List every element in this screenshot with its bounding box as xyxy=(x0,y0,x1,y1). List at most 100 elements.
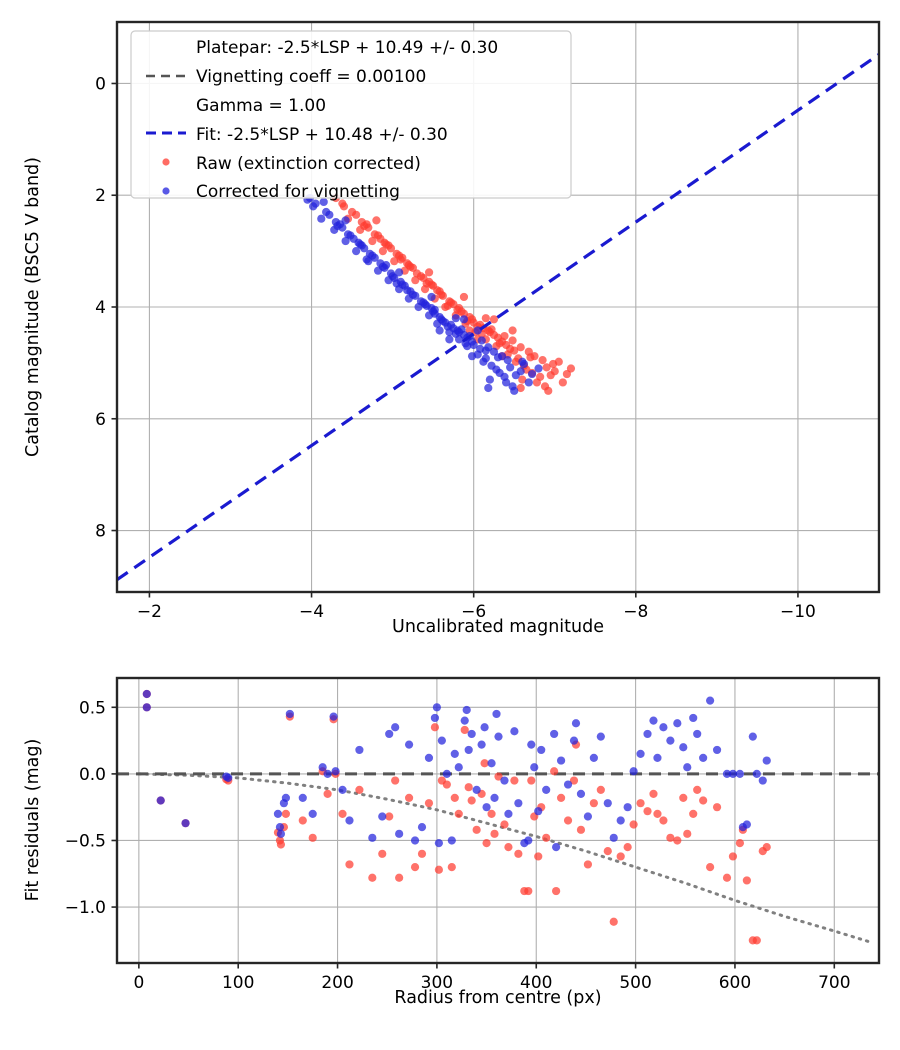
scatter-point xyxy=(273,809,283,818)
scatter-point xyxy=(388,272,397,281)
scatter-point xyxy=(492,709,501,719)
scatter-point xyxy=(447,863,456,872)
scatter-point xyxy=(437,736,446,745)
scatter-point xyxy=(460,725,469,735)
scatter-point xyxy=(424,268,434,277)
scatter-point xyxy=(319,197,328,207)
scatter-point xyxy=(345,816,354,825)
scatter-point xyxy=(360,221,369,231)
scatter-point xyxy=(752,769,761,778)
scatter-point xyxy=(699,796,708,805)
scatter-point xyxy=(699,753,708,763)
scatter-point xyxy=(395,829,404,838)
scatter-point xyxy=(502,378,511,387)
scatter-point xyxy=(596,785,605,794)
scatter-point xyxy=(453,305,462,314)
scatter-point xyxy=(487,759,496,768)
scatter-point xyxy=(735,769,745,778)
scatter-point xyxy=(623,843,632,852)
scatter-point xyxy=(576,825,586,834)
scatter-point xyxy=(566,364,576,373)
scatter-point xyxy=(417,849,427,858)
scatter-point xyxy=(623,803,632,812)
xtick-label: 0 xyxy=(133,973,144,993)
legend-item-corrected: Corrected for vignetting xyxy=(162,182,400,202)
scatter-point xyxy=(616,852,625,861)
scatter-point xyxy=(706,863,715,872)
scatter-point xyxy=(490,793,499,802)
scatter-point xyxy=(679,793,688,802)
scatter-point xyxy=(329,712,338,721)
scatter-point xyxy=(511,357,520,366)
scatter-point xyxy=(653,753,662,763)
scatter-point xyxy=(673,836,682,845)
scatter-point xyxy=(494,772,503,781)
scatter-point xyxy=(649,789,658,798)
scatter-point xyxy=(403,286,412,295)
scatter-point xyxy=(516,343,525,352)
scatter-point xyxy=(276,829,286,838)
scatter-point xyxy=(550,767,559,776)
bottom-panel-frame xyxy=(115,676,881,965)
xtick-label: −4 xyxy=(299,602,324,622)
scatter-point xyxy=(493,353,503,362)
ytick-label: 0 xyxy=(95,74,106,94)
ytick-label: 0.5 xyxy=(79,698,106,718)
scatter-point xyxy=(752,936,761,945)
scatter-point xyxy=(527,740,536,749)
scatter-point xyxy=(378,247,387,256)
scatter-point xyxy=(450,749,459,759)
scatter-point xyxy=(422,279,431,288)
scatter-point xyxy=(434,865,443,874)
scatter-point xyxy=(576,789,586,798)
scatter-point xyxy=(489,315,499,324)
scatter-point xyxy=(589,799,598,808)
scatter-point xyxy=(368,833,377,842)
scatter-point xyxy=(480,759,489,768)
scatter-point xyxy=(534,807,543,816)
scatter-point xyxy=(609,917,618,926)
scatter-point xyxy=(508,336,517,345)
legend-item-platepar: Platepar: -2.5*LSP + 10.49 +/- 0.30 xyxy=(196,38,498,58)
scatter-point xyxy=(589,753,598,763)
scatter-point xyxy=(345,860,354,869)
scatter-point xyxy=(451,314,460,323)
scatter-point xyxy=(728,852,738,861)
ytick-label: 0.0 xyxy=(79,765,106,785)
scatter-point xyxy=(712,745,722,755)
xtick-label: 500 xyxy=(619,973,651,993)
scatter-point xyxy=(550,729,559,739)
scatter-point xyxy=(308,833,317,842)
scatter-point xyxy=(390,257,399,266)
scatter-point xyxy=(434,839,443,848)
scatter-point xyxy=(404,260,413,270)
legend-item-gamma: Gamma = 1.00 xyxy=(196,96,326,116)
scatter-point xyxy=(142,689,151,699)
scatter-point xyxy=(298,816,307,825)
scatter-point xyxy=(424,753,434,763)
scatter-point xyxy=(500,820,509,829)
scatter-point xyxy=(542,833,551,842)
scatter-point xyxy=(487,809,496,818)
scatter-point xyxy=(712,803,722,812)
scatter-point xyxy=(459,292,469,302)
scatter-point xyxy=(636,799,645,808)
scatter-point xyxy=(404,793,414,802)
scatter-point xyxy=(596,732,605,741)
scatter-point xyxy=(693,729,702,739)
scatter-point xyxy=(443,301,452,310)
legend-label-fit: Fit: -2.5*LSP + 10.48 +/- 0.30 xyxy=(196,125,448,145)
scatter-point xyxy=(341,236,350,246)
vignetting-curve-dotted xyxy=(137,772,871,944)
xtick-label: 400 xyxy=(520,973,552,993)
scatter-point xyxy=(430,305,439,314)
scatter-point xyxy=(276,840,286,849)
scatter-point xyxy=(352,210,361,219)
scatter-point xyxy=(722,769,732,778)
scatter-point xyxy=(666,736,675,745)
scatter-point xyxy=(527,369,537,379)
ytick-label: 4 xyxy=(95,298,106,318)
scatter-point xyxy=(331,767,340,776)
top-panel-ticks xyxy=(111,82,799,598)
scatter-point xyxy=(467,352,477,361)
